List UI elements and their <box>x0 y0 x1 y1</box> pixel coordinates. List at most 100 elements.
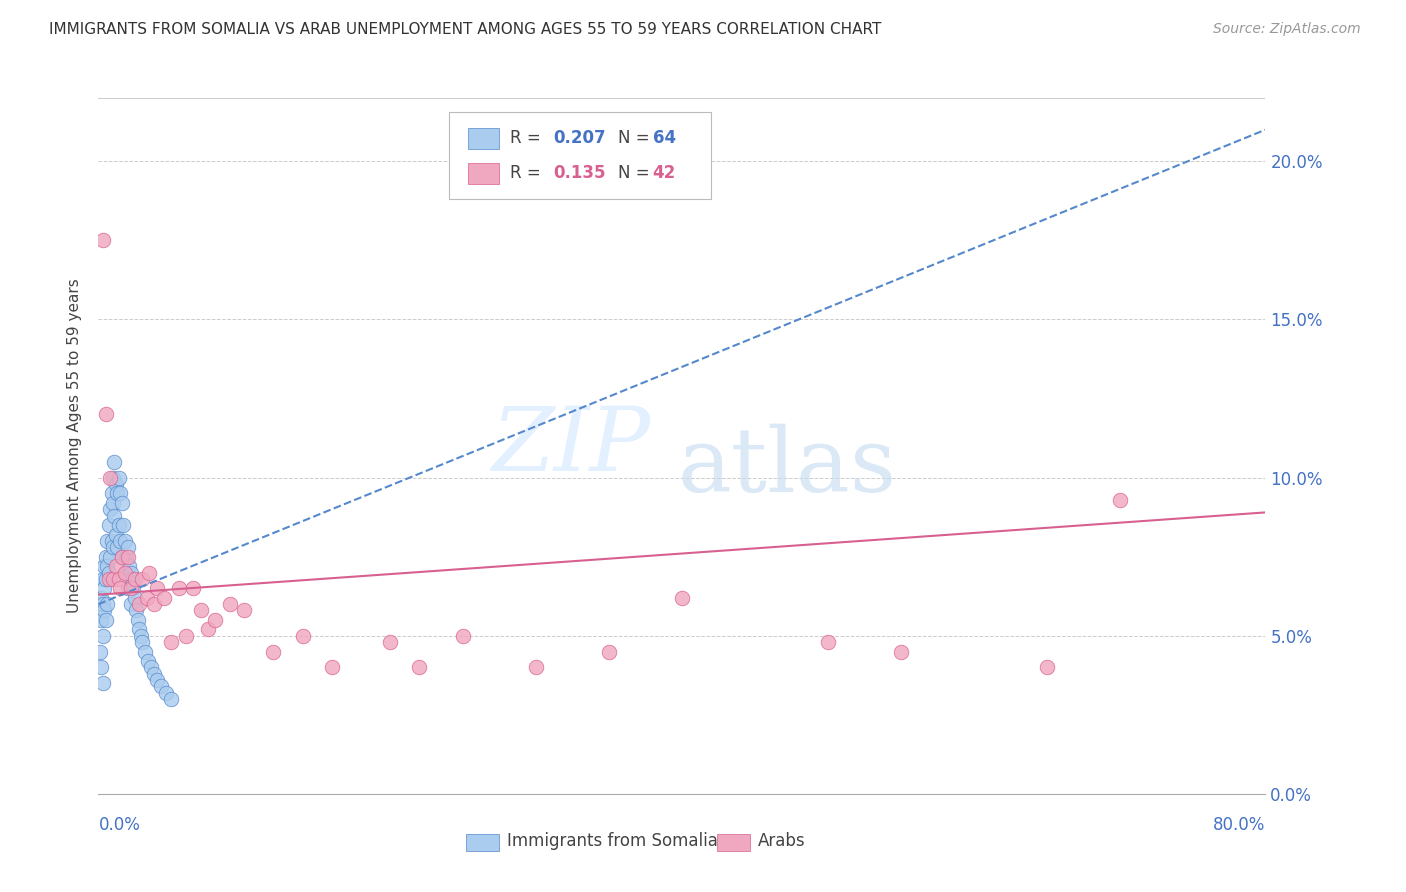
Point <box>598 644 620 658</box>
Text: IMMIGRANTS FROM SOMALIA VS ARAB UNEMPLOYMENT AMONG AGES 55 TO 59 YEARS CORRELATI: IMMIGRANTS FROM SOMALIA VS ARAB UNEMPLOY… <box>49 22 882 37</box>
Point <box>146 673 169 687</box>
Point <box>150 679 173 693</box>
Point <box>190 603 212 617</box>
Point <box>139 660 162 674</box>
Point <box>90 660 112 674</box>
Text: Source: ZipAtlas.com: Source: ZipAtlas.com <box>1213 22 1361 37</box>
Point <box>96 533 118 548</box>
FancyBboxPatch shape <box>717 833 749 851</box>
Text: ZIP: ZIP <box>492 402 651 490</box>
Text: N =: N = <box>617 163 655 182</box>
Point <box>135 591 157 605</box>
Point <box>94 613 117 627</box>
Point <box>94 549 117 564</box>
Point <box>90 613 112 627</box>
Text: atlas: atlas <box>678 423 897 510</box>
Point <box>134 644 156 658</box>
Point <box>114 566 136 580</box>
Point <box>153 591 176 605</box>
Text: 0.207: 0.207 <box>554 128 606 147</box>
Point <box>136 654 159 668</box>
Point <box>291 629 314 643</box>
Point <box>174 629 197 643</box>
Point <box>114 533 136 548</box>
Point <box>104 477 127 491</box>
Point <box>204 613 226 627</box>
Point <box>262 644 284 658</box>
Point <box>451 629 474 643</box>
Point <box>110 582 132 596</box>
Point <box>89 644 111 658</box>
Point <box>817 635 839 649</box>
Point <box>160 635 183 649</box>
Point <box>105 540 128 554</box>
Point <box>111 549 134 564</box>
Point <box>98 502 121 516</box>
Y-axis label: Unemployment Among Ages 55 to 59 years: Unemployment Among Ages 55 to 59 years <box>67 278 83 614</box>
Point <box>138 566 160 580</box>
Point <box>128 597 150 611</box>
Point <box>98 549 121 564</box>
Text: 0.0%: 0.0% <box>98 816 141 834</box>
Point <box>108 518 131 533</box>
Point <box>96 597 118 611</box>
Point <box>125 603 148 617</box>
Point <box>94 408 117 422</box>
Point <box>124 591 146 605</box>
Point <box>118 559 141 574</box>
Text: R =: R = <box>510 163 547 182</box>
Point <box>93 582 115 596</box>
Point <box>378 635 402 649</box>
Point <box>101 540 124 554</box>
FancyBboxPatch shape <box>468 128 499 149</box>
Point <box>671 591 693 605</box>
Point <box>98 470 121 484</box>
Point <box>167 582 190 596</box>
Point <box>101 496 124 510</box>
Point <box>103 455 125 469</box>
Point <box>142 666 165 681</box>
Point <box>89 597 111 611</box>
Point <box>103 508 125 523</box>
Point <box>110 486 132 500</box>
Point <box>131 635 153 649</box>
Point <box>120 566 142 580</box>
Point <box>890 644 912 658</box>
Point <box>111 496 134 510</box>
Point <box>104 559 127 574</box>
Point <box>1035 660 1057 674</box>
Text: 0.135: 0.135 <box>554 163 606 182</box>
Point <box>142 597 165 611</box>
Point <box>120 597 142 611</box>
Point <box>524 660 547 674</box>
Point <box>101 572 124 586</box>
Point <box>197 623 219 637</box>
Text: N =: N = <box>617 128 655 147</box>
Point <box>155 686 177 700</box>
Point <box>233 603 256 617</box>
Point <box>101 470 124 484</box>
Point <box>91 676 114 690</box>
Point <box>94 572 117 586</box>
Point <box>91 572 114 586</box>
Point <box>110 533 132 548</box>
Point <box>96 559 118 574</box>
Point <box>90 591 112 605</box>
Point <box>127 613 149 627</box>
Point <box>111 549 134 564</box>
Point <box>218 597 240 611</box>
Point <box>93 603 115 617</box>
Text: Arabs: Arabs <box>758 832 806 850</box>
Text: R =: R = <box>510 128 547 147</box>
Point <box>131 572 153 586</box>
Point <box>117 549 139 564</box>
Text: 64: 64 <box>652 128 676 147</box>
Point <box>321 660 343 674</box>
Point <box>115 549 138 564</box>
Point <box>105 486 128 500</box>
Point <box>121 572 143 586</box>
Point <box>114 566 136 580</box>
Point <box>100 533 122 548</box>
Text: 80.0%: 80.0% <box>1213 816 1265 834</box>
Point <box>100 486 122 500</box>
